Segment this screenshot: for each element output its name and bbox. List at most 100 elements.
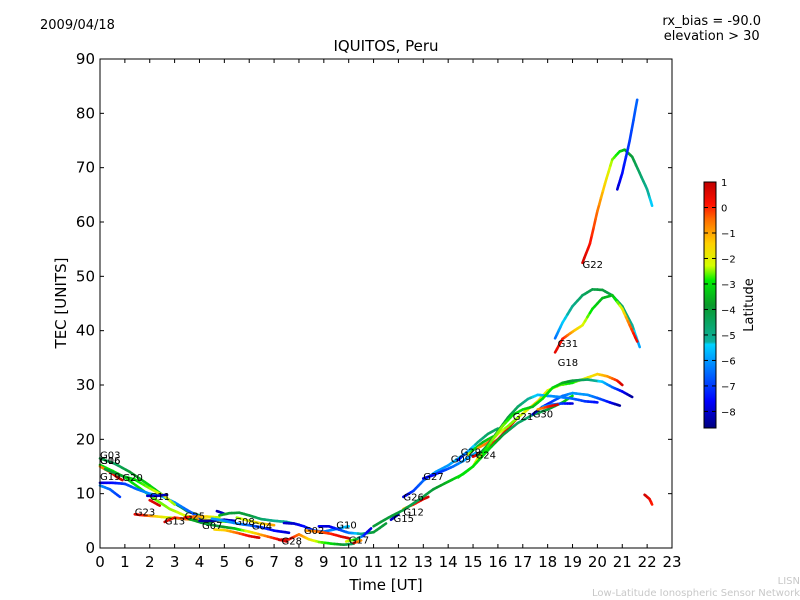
x-tick-label: 18 [538,553,557,571]
colorbar-tick-label: 1 [721,178,727,189]
track-g31 [553,288,642,349]
plot-parameters: rx_bias = -90.0 elevation > 30 [662,14,761,44]
track-segment [471,451,477,457]
x-tick-label: 7 [269,553,279,571]
colorbar-tick-label: −1 [721,229,736,240]
satellite-label: G25 [185,512,205,523]
x-tick-label: 4 [195,553,205,571]
track-g29 [466,435,495,456]
track-g19b [98,484,122,499]
satellite-label: G29 [461,448,481,459]
track-segment [425,495,430,499]
track-segment [553,403,559,407]
track-segment [155,502,161,507]
track-g25 [183,515,221,519]
track-segment [119,478,124,482]
satellite-label: G02 [304,526,324,537]
x-tick-label: 16 [488,553,507,571]
footer-long: Low-Latitude Ionospheric Sensor Network [592,588,800,599]
y-tick-label: 90 [76,50,95,68]
y-tick-label: 10 [76,485,95,503]
track-g22 [581,148,654,265]
track-g07 [188,517,288,543]
satellite-label: G23 [135,507,155,518]
satellite-label: G04 [252,522,272,533]
y-tick-label: 80 [76,104,95,122]
satellite-label: G07 [202,521,222,532]
colorbar-gradient [703,181,717,429]
satellite-label: G30 [533,410,553,421]
y-tick-label: 60 [76,213,95,231]
colorbar-tick-label: −6 [721,356,736,367]
satellite-label: G19 [100,472,120,483]
track-segment [633,336,639,343]
track-segment [649,200,654,207]
track-segment [650,501,654,506]
plot-frame [99,58,673,549]
track-segment [381,522,388,528]
y-axis: 0 10 20 30 40 50 60 70 80 90 [76,50,672,557]
track-g17b [352,539,363,545]
track-segment [116,493,122,499]
track-g04 [210,517,291,535]
track-segment [594,209,599,221]
track-segment [622,155,628,167]
satellite-label: G21 [513,412,533,423]
track-segment [628,394,634,399]
x-tick-label: 14 [439,553,458,571]
x-tick-label: 1 [120,553,130,571]
track-segment [630,118,635,132]
track-segment [626,139,632,150]
chart-title: IQUITOS, Peru [333,37,439,55]
satellite-label: G28 [282,537,302,548]
track-g30c [536,403,559,411]
track-segment [395,512,400,518]
x-tick-label: 5 [220,553,230,571]
colorbar-tick-label: −3 [721,280,736,291]
satellite-label: G06 [100,456,120,467]
track-g11b [148,498,161,507]
track-g15 [389,512,400,522]
satellite-tracks [98,98,654,547]
colorbar-label: Latitude [742,278,757,332]
x-tick-label: 15 [463,553,482,571]
track-g04b [235,516,276,527]
satellite-label: G20 [122,473,142,484]
x-tick-label: 9 [319,553,329,571]
x-tick-label: 2 [145,553,155,571]
rx-bias-label: rx_bias = -90.0 [662,14,761,29]
satellite-label: G27 [423,472,443,483]
colorbar-tick-label: −4 [721,305,736,316]
track-g28 [277,533,356,547]
track-g07c [215,509,226,516]
satellite-label: G13 [165,517,185,528]
track-segment [619,382,624,387]
x-tick-label: 20 [588,553,607,571]
satellite-label: G18 [558,358,578,369]
track-g06late [213,528,261,540]
satellite-label: G11 [150,492,170,503]
satellite-label: G10 [336,520,356,531]
track-g02b [305,529,351,540]
track-g17 [344,527,373,543]
elevation-label: elevation > 30 [663,29,760,44]
colorbar-tick-label: −2 [721,254,736,265]
track-segment [592,218,597,229]
track-segment [494,427,500,432]
track-segment [633,98,639,112]
x-tick-label: 17 [513,553,532,571]
track-g18 [553,293,639,354]
satellite-label: G31 [558,339,578,350]
x-tick-label: 21 [613,553,632,571]
x-tick-label: 0 [95,553,105,571]
track-segment [632,108,637,122]
x-tick-label: 8 [294,553,304,571]
colorbar: 1 0 −1 −2 −3 −4 −5 −6 −7 −8 Latitude [703,178,757,429]
satellite-label: G16 [100,456,120,467]
track-segment [367,527,373,532]
x-axis: 0 1 2 3 4 5 6 7 8 9 10 11 12 13 14 15 16 17 18 19 20 21 22 23 [95,59,682,571]
track-segment [615,403,622,407]
y-tick-label: 0 [85,539,95,557]
